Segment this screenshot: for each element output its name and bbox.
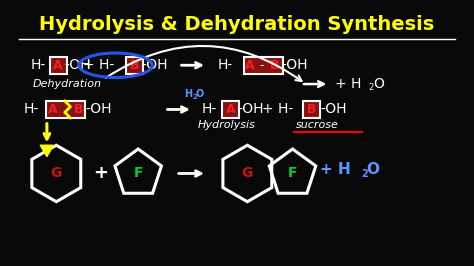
Text: F: F	[133, 167, 143, 180]
Text: 2: 2	[368, 83, 373, 92]
Text: O: O	[374, 77, 384, 91]
Text: 2: 2	[362, 169, 368, 179]
Text: + H-: + H-	[83, 58, 114, 72]
Text: H-: H-	[23, 102, 38, 117]
Text: -OH: -OH	[64, 58, 91, 72]
Bar	[222, 101, 239, 118]
Text: O: O	[366, 162, 379, 177]
Text: -OH: -OH	[321, 102, 347, 117]
Polygon shape	[40, 145, 54, 156]
Text: 2: 2	[192, 94, 197, 100]
Text: H-: H-	[31, 58, 46, 72]
Text: + H: + H	[335, 77, 361, 91]
Text: -OH: -OH	[238, 102, 264, 117]
Bar	[244, 57, 283, 74]
Text: A: A	[226, 103, 235, 116]
Bar	[303, 101, 320, 118]
Text: F: F	[288, 167, 297, 180]
Text: -OH: -OH	[85, 102, 112, 117]
Text: sucrose: sucrose	[296, 119, 339, 130]
Bar	[50, 57, 67, 74]
Text: + H-: + H-	[262, 102, 293, 117]
Text: -: -	[259, 59, 264, 72]
Text: A: A	[54, 59, 63, 72]
Text: O: O	[195, 89, 203, 99]
Text: B: B	[74, 103, 83, 116]
Text: -OH: -OH	[281, 58, 308, 72]
Text: +: +	[93, 164, 108, 182]
Bar	[46, 101, 85, 118]
Text: H: H	[184, 89, 192, 99]
Text: Hydrolysis & Dehydration Synthesis: Hydrolysis & Dehydration Synthesis	[39, 15, 435, 34]
Text: H-: H-	[202, 102, 218, 117]
Text: Hydrolysis: Hydrolysis	[198, 119, 255, 130]
Text: Dehydration: Dehydration	[33, 79, 102, 89]
Text: + H: + H	[320, 162, 351, 177]
Text: G: G	[242, 167, 253, 180]
Text: A: A	[48, 103, 57, 116]
Text: A: A	[246, 59, 255, 72]
Text: B: B	[307, 103, 316, 116]
Bar	[126, 57, 143, 74]
Text: H-: H-	[217, 58, 232, 72]
Text: B: B	[130, 59, 139, 72]
Text: -OH: -OH	[142, 58, 168, 72]
Text: G: G	[51, 167, 62, 180]
Text: B: B	[270, 59, 279, 72]
